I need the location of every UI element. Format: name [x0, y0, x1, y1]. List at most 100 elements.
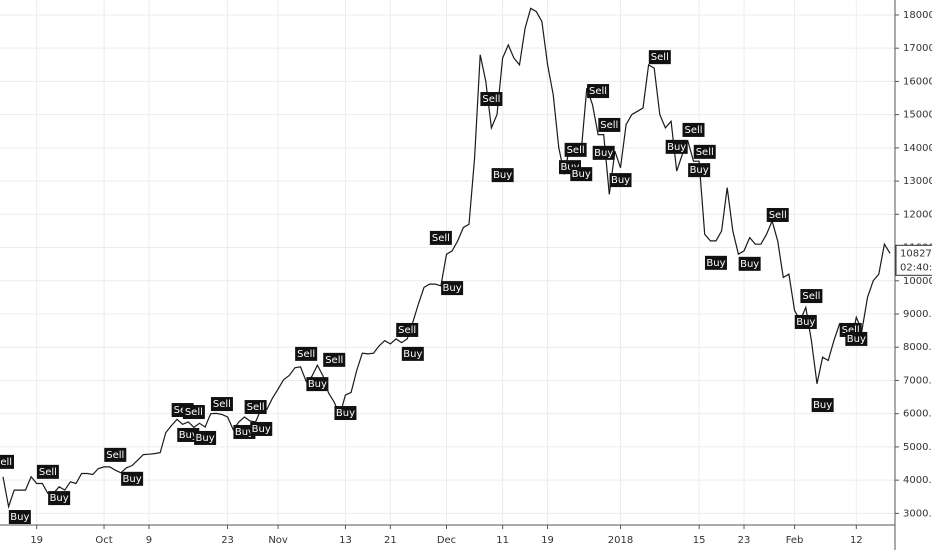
signal-tag: Sell [648, 50, 671, 65]
signal-box [244, 400, 267, 415]
signal-box [295, 346, 318, 361]
signal-label: Buy [50, 493, 69, 504]
signal-label: Buy [667, 142, 686, 153]
signal-label: Buy [740, 259, 759, 270]
signal-tag: Buy [665, 139, 688, 154]
signal-box [323, 352, 346, 367]
y-tick-label: 9000.0 [903, 309, 932, 320]
signal-label: Buy [336, 408, 355, 419]
y-tick-label: 4000.0 [903, 475, 932, 486]
signal-box [121, 471, 144, 486]
y-tick-label: 6000.0 [903, 409, 932, 420]
y-tick-label: 8000.0 [903, 342, 932, 353]
signal-box [587, 84, 610, 99]
signal-tag: Buy [738, 256, 761, 271]
signal-label: Buy [706, 258, 725, 269]
signal-tag: Sell [587, 84, 610, 99]
signal-box [0, 454, 14, 469]
signal-label: Buy [179, 430, 198, 441]
x-tick-label: 13 [339, 535, 352, 546]
signal-box [182, 405, 205, 420]
signal-label: Buy [493, 170, 512, 181]
signal-box [766, 207, 789, 222]
signal-tag: Sell [564, 142, 587, 157]
signal-label: Sell [600, 120, 618, 131]
signal-tag: Buy [592, 145, 615, 160]
signal-label: Buy [252, 424, 271, 435]
signal-tag: Buy [570, 167, 593, 182]
signal-box [334, 406, 357, 421]
signal-box [609, 173, 632, 188]
signal-box [845, 331, 868, 346]
signal-box [682, 122, 705, 137]
x-tick-label: Feb [786, 535, 804, 546]
signal-box [194, 430, 217, 445]
signal-tag: Sell [295, 346, 318, 361]
last-price-label: 10827.0 [900, 248, 932, 259]
y-tick-label: 15000.0 [903, 110, 932, 121]
signal-box [429, 230, 452, 245]
signal-box [441, 281, 464, 296]
signal-label: Buy [796, 317, 815, 328]
signal-label: Buy [813, 400, 832, 411]
signal-box [306, 377, 329, 392]
x-tick-label: 11 [496, 535, 509, 546]
signal-tag: Sell [766, 207, 789, 222]
signal-tag: Buy [121, 471, 144, 486]
signal-tag: Sell [800, 289, 823, 304]
signal-tag: Sell [182, 405, 205, 420]
x-tick-label: 2018 [608, 535, 633, 546]
signal-box [233, 424, 256, 439]
signal-label: Buy [403, 349, 422, 360]
signal-box [36, 464, 59, 479]
signal-label: Sell [684, 125, 702, 136]
signal-box [592, 145, 615, 160]
signal-tag: Buy [794, 314, 817, 329]
signal-label: Sell [106, 450, 124, 461]
signal-label: Sell [213, 399, 231, 410]
x-tick-label: 19 [541, 535, 554, 546]
signal-tag: Buy [306, 377, 329, 392]
y-tick-label: 3000.0 [903, 508, 932, 519]
y-tick-label: 13000.0 [903, 176, 932, 187]
y-tick-label: 7000.0 [903, 375, 932, 386]
x-tick-label: 23 [221, 535, 234, 546]
signal-label: Sell [325, 355, 343, 366]
signal-label: Sell [174, 405, 192, 416]
signal-label: Sell [398, 325, 416, 336]
signal-box [480, 92, 503, 107]
signal-tag: Buy [334, 406, 357, 421]
x-tick-label: 15 [693, 535, 706, 546]
signal-box [104, 447, 127, 462]
signal-label: Sell [842, 325, 860, 336]
signal-box [598, 117, 621, 132]
signal-label: Buy [594, 148, 613, 159]
signal-label: Buy [123, 474, 142, 485]
signal-tag: Buy [704, 255, 727, 270]
y-tick-label: 5000.0 [903, 442, 932, 453]
x-tick-label: Dec [437, 535, 456, 546]
signal-label: Buy [690, 165, 709, 176]
signal-tag: Sell [0, 454, 14, 469]
signal-label: Sell [769, 210, 787, 221]
signal-tag: Buy [441, 281, 464, 296]
signal-tag: Sell [693, 144, 716, 159]
price-line [2, 7, 891, 510]
signal-tag: Buy [688, 163, 711, 178]
signal-tag: Sell [682, 122, 705, 137]
signal-label: Sell [247, 402, 265, 413]
signal-tag: Buy [194, 430, 217, 445]
signal-tag: Buy [609, 173, 632, 188]
signal-tag: Buy [8, 510, 31, 525]
signal-box [570, 167, 593, 182]
signal-label: Sell [432, 233, 450, 244]
x-tick-label: 19 [30, 535, 43, 546]
signal-box [665, 139, 688, 154]
signal-box [8, 510, 31, 525]
signal-tag: Buy [233, 424, 256, 439]
signal-box [811, 398, 834, 413]
signal-label: Buy [10, 512, 29, 523]
signal-box [177, 427, 200, 442]
